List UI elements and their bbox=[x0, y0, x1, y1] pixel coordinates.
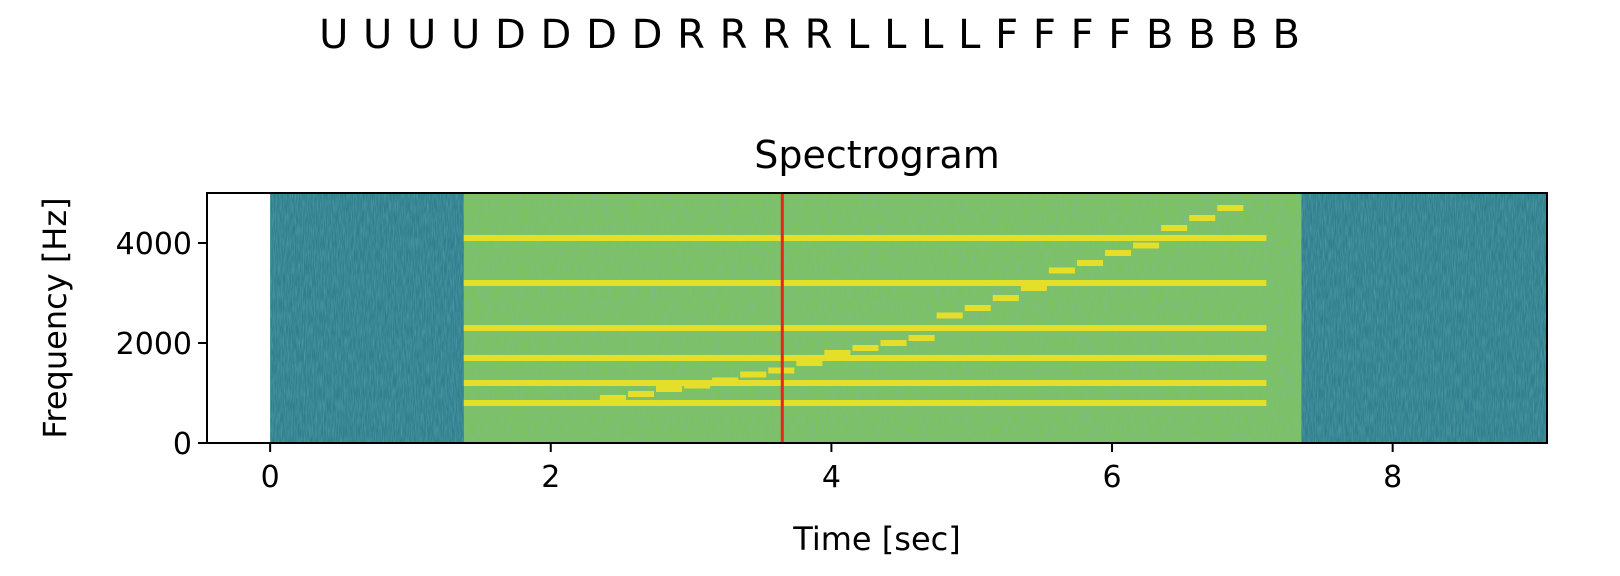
x-axis-label: Time [sec] bbox=[792, 520, 960, 558]
plot-frame bbox=[206, 192, 1548, 444]
sweep-tone bbox=[1133, 242, 1160, 249]
sweep-tone bbox=[964, 305, 991, 311]
x-tick-label: 4 bbox=[822, 460, 841, 495]
sweep-tone bbox=[1076, 260, 1104, 266]
chart-title: Spectrogram bbox=[754, 133, 1000, 177]
sweep-tone bbox=[1020, 285, 1047, 291]
sweep-tone bbox=[712, 377, 739, 384]
x-tick-label: 2 bbox=[541, 460, 560, 495]
sweep-tone bbox=[992, 295, 1019, 301]
sweep-tone bbox=[908, 335, 935, 341]
x-tick-label: 6 bbox=[1102, 460, 1121, 495]
sweep-tone bbox=[1189, 215, 1216, 221]
sweep-tone bbox=[740, 371, 767, 378]
sweep-tone bbox=[796, 360, 823, 366]
tone-line bbox=[463, 400, 1267, 406]
y-tick-label: 0 bbox=[173, 427, 192, 462]
y-tick-label: 4000 bbox=[116, 227, 192, 262]
sweep-tone bbox=[1161, 225, 1188, 231]
sweep-tone bbox=[852, 345, 879, 351]
sweep-tone bbox=[1217, 205, 1244, 211]
direction-sequence-header: U U U U D D D D R R R R L L L L F F F F … bbox=[319, 12, 1301, 58]
sweep-tone bbox=[880, 340, 907, 346]
sweep-tone bbox=[599, 395, 626, 401]
tone-line bbox=[463, 355, 1267, 361]
sweep-tone bbox=[684, 382, 711, 389]
y-tick-label: 2000 bbox=[116, 327, 192, 362]
sweep-tone bbox=[656, 386, 683, 392]
tone-line bbox=[463, 380, 1267, 386]
y-axis-label: Frequency [Hz] bbox=[36, 197, 74, 438]
tone-line bbox=[463, 280, 1267, 286]
x-tick-label: 0 bbox=[261, 460, 280, 495]
sweep-tone bbox=[1105, 250, 1132, 256]
sweep-tone bbox=[1048, 267, 1075, 274]
sweep-tone bbox=[627, 391, 655, 397]
tone-line bbox=[463, 235, 1267, 241]
x-tick-label: 8 bbox=[1383, 460, 1402, 495]
sweep-tone bbox=[936, 312, 963, 319]
sweep-tone bbox=[824, 350, 851, 356]
tone-line bbox=[463, 325, 1267, 331]
